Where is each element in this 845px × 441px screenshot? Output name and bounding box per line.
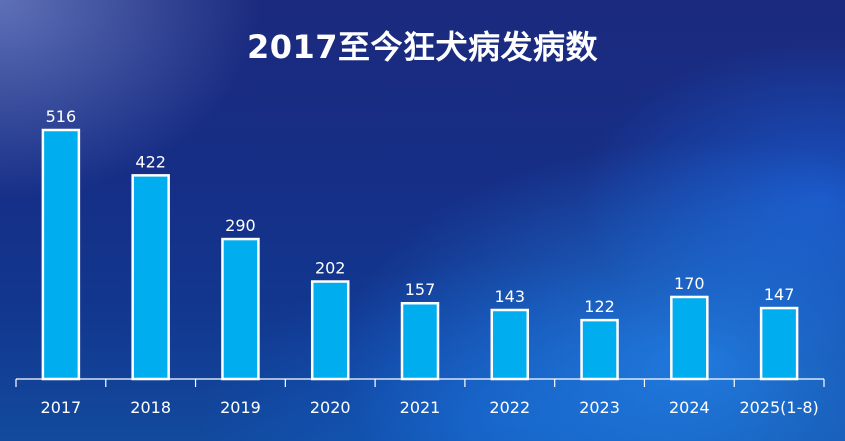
bar-2025(1-8) — [759, 306, 799, 381]
bar-2017 — [41, 128, 81, 381]
data-label-2025(1-8): 147 — [764, 285, 795, 304]
data-label-2024: 170 — [674, 274, 705, 293]
bar-2018 — [131, 174, 170, 381]
x-tick-label-2020: 2020 — [310, 398, 351, 417]
data-label-2017: 516 — [46, 107, 77, 126]
bar-2022 — [490, 308, 530, 381]
data-label-2021: 157 — [405, 280, 436, 299]
bar-2021 — [400, 301, 440, 381]
data-label-2020: 202 — [315, 259, 346, 278]
x-tick-label-2021: 2021 — [400, 398, 441, 417]
x-tick-label-2019: 2019 — [220, 398, 261, 417]
data-label-2019: 290 — [225, 216, 256, 235]
bar-2019 — [221, 237, 260, 381]
x-tick-label-2022: 2022 — [489, 398, 530, 417]
x-tick-label-2024: 2024 — [669, 398, 710, 417]
chart-title: 2017至今狂犬病发病数 — [246, 28, 599, 66]
data-label-2023: 122 — [584, 297, 615, 316]
x-tick-label-2025(1-8): 2025(1-8) — [739, 398, 818, 417]
bar-2024 — [670, 295, 709, 381]
x-tick-label-2017: 2017 — [41, 398, 82, 417]
x-tick-label-2023: 2023 — [579, 398, 620, 417]
data-label-2018: 422 — [135, 152, 166, 171]
bar-2023 — [580, 318, 619, 381]
data-label-2022: 143 — [495, 287, 526, 306]
x-tick-label-2018: 2018 — [130, 398, 171, 417]
bar-2020 — [310, 280, 350, 381]
